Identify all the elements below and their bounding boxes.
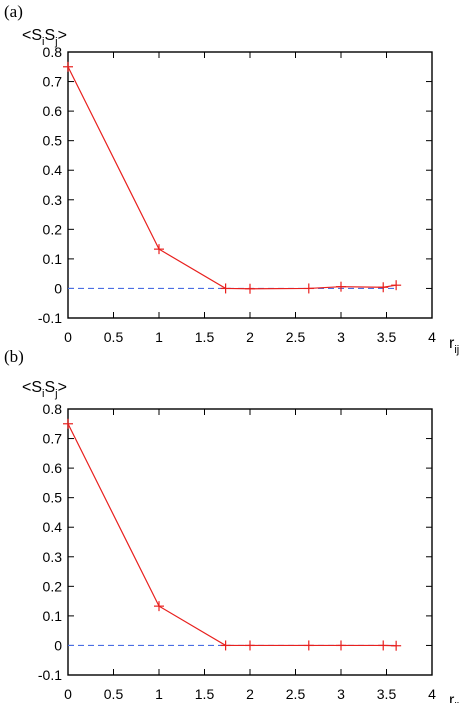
x-axis-title-base: r <box>449 692 455 703</box>
data-point-marker <box>303 640 314 651</box>
x-tick-label: 2 <box>246 329 254 345</box>
data-point-marker <box>336 281 346 292</box>
series-line <box>67 423 397 647</box>
x-tick-label: 1 <box>155 329 163 345</box>
y-axis-title-part: j <box>54 36 57 48</box>
y-tick-label: 0.4 <box>43 162 63 178</box>
y-tick-label: 0.6 <box>43 460 63 476</box>
x-tick-label: 4 <box>428 686 436 702</box>
y-axis-title-part: i <box>42 388 44 400</box>
y-axis-title-part: > <box>58 379 67 396</box>
data-point-marker <box>336 640 346 651</box>
data-point-marker <box>378 640 389 651</box>
y-axis-title-part: <S <box>22 379 42 396</box>
y-tick-label: -0.1 <box>38 667 62 683</box>
y-tick-label: 0.7 <box>43 431 63 447</box>
x-tick-label: 0.5 <box>104 329 124 345</box>
x-tick-label: 2 <box>246 686 254 702</box>
data-point-marker <box>154 601 164 612</box>
x-tick-label: 3 <box>337 329 345 345</box>
x-axis-title: rij <box>449 692 459 703</box>
y-tick-label: 0.1 <box>43 251 63 267</box>
y-tick-label: 0.1 <box>43 608 63 624</box>
y-axis-title-part: > <box>58 27 67 44</box>
data-point-marker <box>391 640 402 651</box>
x-axis-title-sub: ij <box>454 701 459 703</box>
y-tick-label: 0.2 <box>43 578 63 594</box>
data-point-marker <box>391 280 402 291</box>
y-tick-label: 0 <box>54 637 62 653</box>
series-line <box>67 66 397 290</box>
x-axis-title: rij <box>449 335 459 356</box>
x-tick-label: 3 <box>337 686 345 702</box>
x-tick-label: 2.5 <box>286 329 306 345</box>
x-tick-label: 0 <box>64 329 72 345</box>
y-tick-label: 0.7 <box>43 74 63 90</box>
data-point-marker <box>378 282 389 293</box>
x-tick-label: 1.5 <box>195 686 215 702</box>
y-axis-title-part: S <box>44 379 55 396</box>
y-tick-label: 0.5 <box>43 133 63 149</box>
y-axis-title-part: <S <box>22 27 42 44</box>
plot-frame <box>67 408 433 676</box>
data-point-marker <box>63 61 73 72</box>
data-point-marker <box>154 244 164 255</box>
x-axis-title-base: r <box>449 335 455 352</box>
y-axis-title-part: i <box>42 36 44 48</box>
data-point-marker <box>245 283 255 294</box>
x-tick-label: 0.5 <box>104 686 124 702</box>
data-point-marker <box>303 283 314 294</box>
y-axis-title: <SiSj> <box>22 27 67 48</box>
x-tick-label: 3.5 <box>377 329 397 345</box>
data-point-marker <box>63 418 73 429</box>
y-tick-label: 0 <box>54 280 62 296</box>
y-tick-label: 0.2 <box>43 221 63 237</box>
panel-label: (b) <box>4 347 24 366</box>
y-axis-title-part: S <box>44 27 55 44</box>
x-tick-label: 3.5 <box>377 686 397 702</box>
y-tick-label: 0.6 <box>43 103 63 119</box>
y-tick-label: 0.3 <box>43 549 63 565</box>
x-tick-label: 0 <box>64 686 72 702</box>
y-tick-label: 0.3 <box>43 192 63 208</box>
x-tick-label: 1.5 <box>195 329 215 345</box>
x-axis-title-sub: ij <box>454 344 459 356</box>
y-tick-label: 0.8 <box>43 401 63 417</box>
y-tick-label: 0.5 <box>43 490 63 506</box>
data-point-marker <box>245 640 255 651</box>
x-tick-label: 2.5 <box>286 686 306 702</box>
x-tick-label: 1 <box>155 686 163 702</box>
y-tick-label: 0.8 <box>43 44 63 60</box>
panel-label: (a) <box>4 2 23 21</box>
x-tick-label: 4 <box>428 329 436 345</box>
y-tick-label: 0.4 <box>43 519 63 535</box>
y-axis-title: <SiSj> <box>22 379 67 400</box>
y-axis-title-part: j <box>54 388 57 400</box>
chart-panel-1: (b)<SiSj>rij00.511.522.533.54-0.100.10.2… <box>4 347 459 703</box>
data-point-marker <box>220 640 231 651</box>
plot-frame <box>67 51 433 319</box>
y-tick-label: -0.1 <box>38 310 62 326</box>
data-point-marker <box>220 283 231 294</box>
